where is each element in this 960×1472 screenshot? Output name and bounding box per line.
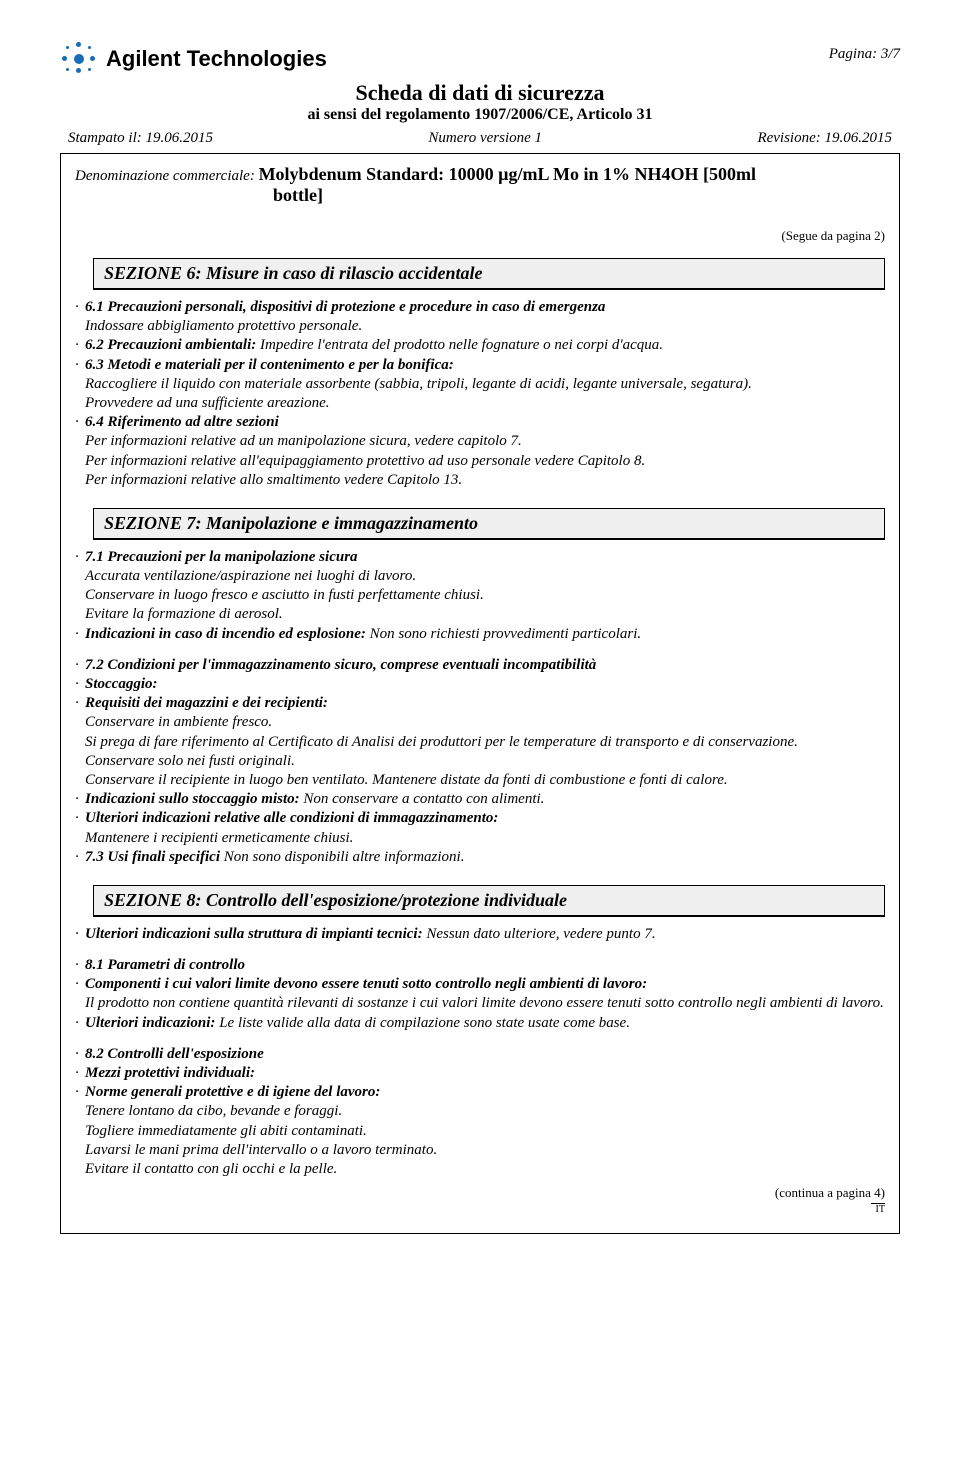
section-6-title: SEZIONE 6: Misure in caso di rilascio ac… bbox=[93, 258, 885, 290]
s8-mezzi-label: Mezzi protettivi individuali: bbox=[85, 1065, 255, 1081]
s8-comp-label: Componenti i cui valori limite devono es… bbox=[85, 976, 647, 992]
s8-norme-t2: Togliere immediatamente gli abiti contam… bbox=[85, 1122, 885, 1141]
s8-norme-t3: Lavarsi le mani prima dell'intervallo o … bbox=[85, 1141, 885, 1160]
s7-2-label: 7.2 Condizioni per l'immagazzinamento si… bbox=[85, 657, 596, 673]
s7-ult-text: Mantenere i recipienti ermeticamente chi… bbox=[85, 829, 885, 848]
s7-req-t2: Si prega di fare riferimento al Certific… bbox=[85, 733, 885, 752]
s7-misto-label: Indicazioni sullo stoccaggio misto: bbox=[85, 791, 300, 807]
section-6: SEZIONE 6: Misure in caso di rilascio ac… bbox=[75, 258, 885, 490]
s7-ult-label: Ulteriori indicazioni relative alle cond… bbox=[85, 810, 498, 826]
continued-from: (Segue da pagina 2) bbox=[75, 228, 885, 244]
s7-1-t3: Evitare la formazione di aerosol. bbox=[85, 605, 885, 624]
s7-1-label: 7.1 Precauzioni per la manipolazione sic… bbox=[85, 549, 358, 565]
s7-req-label: Requisiti dei magazzini e dei recipienti… bbox=[85, 695, 328, 711]
doc-title: Scheda di dati di sicurezza bbox=[60, 80, 900, 106]
product-name-row-2: bottle] bbox=[75, 185, 885, 206]
content-box: Denominazione commerciale: Molybdenum St… bbox=[60, 153, 900, 1234]
s7-req-t4: Conservare il recipiente in luogo ben ve… bbox=[85, 771, 885, 790]
s7-3-label: 7.3 Usi finali specifici bbox=[85, 849, 220, 865]
s7-3-text: Non sono disponibili altre informazioni. bbox=[224, 849, 465, 865]
section-8-body: · Ulteriori indicazioni sulla struttura … bbox=[75, 925, 885, 1179]
s6-4-t3: Per informazioni relative allo smaltimen… bbox=[85, 471, 885, 490]
company-name: Agilent Technologies bbox=[106, 46, 327, 72]
s6-3-label: 6.3 Metodi e materiali per il contenimen… bbox=[85, 357, 454, 373]
s7-req-t3: Conservare solo nei fusti originali. bbox=[85, 752, 885, 771]
s7-fire-text: Non sono richiesti provvedimenti partico… bbox=[370, 626, 642, 642]
s7-misto-text: Non conservare a contatto con alimenti. bbox=[303, 791, 544, 807]
s8-norme-t1: Tenere lontano da cibo, bevande e foragg… bbox=[85, 1102, 885, 1121]
section-8-title: SEZIONE 8: Controllo dell'esposizione/pr… bbox=[93, 885, 885, 917]
page-number: Pagina: 3/7 bbox=[829, 40, 900, 63]
logo-block: Agilent Technologies bbox=[60, 40, 327, 78]
print-date: Stampato il: 19.06.2015 bbox=[68, 130, 213, 147]
section-7-title: SEZIONE 7: Manipolazione e immagazziname… bbox=[93, 508, 885, 540]
s8-ult-label: Ulteriori indicazioni: bbox=[85, 1015, 215, 1031]
section-6-body: · 6.1 Precauzioni personali, dispositivi… bbox=[75, 298, 885, 490]
s7-req-t1: Conservare in ambiente fresco. bbox=[85, 713, 885, 732]
s7-1-t1: Accurata ventilazione/aspirazione nei lu… bbox=[85, 567, 885, 586]
s6-4-t1: Per informazioni relative ad un manipola… bbox=[85, 432, 885, 451]
s8-norme-label: Norme generali protettive e di igiene de… bbox=[85, 1084, 380, 1100]
doc-subtitle: ai sensi del regolamento 1907/2006/CE, A… bbox=[60, 106, 900, 124]
s8-1-label: 8.1 Parametri di controllo bbox=[85, 957, 245, 973]
s7-stoccaggio-label: Stoccaggio: bbox=[85, 676, 158, 692]
s6-4-label: 6.4 Riferimento ad altre sezioni bbox=[85, 414, 279, 430]
denom-label: Denominazione commerciale: bbox=[75, 168, 255, 184]
s6-3-t2: Provvedere ad una sufficiente areazione. bbox=[85, 394, 885, 413]
s7-fire-label: Indicazioni in caso di incendio ed esplo… bbox=[85, 626, 366, 642]
continues-to: (continua a pagina 4) bbox=[75, 1185, 885, 1201]
s8-ult-text: Le liste valide alla data di compilazion… bbox=[219, 1015, 630, 1031]
agilent-spark-icon bbox=[60, 40, 98, 78]
denom-value-2: bottle] bbox=[273, 185, 323, 205]
s8-imp-label: Ulteriori indicazioni sulla struttura di… bbox=[85, 926, 423, 942]
s6-4-t2: Per informazioni relative all'equipaggia… bbox=[85, 452, 885, 471]
title-block: Scheda di dati di sicurezza ai sensi del… bbox=[60, 80, 900, 124]
s6-3-t1: Raccogliere il liquido con materiale ass… bbox=[85, 375, 885, 394]
header-row: Agilent Technologies Pagina: 3/7 bbox=[60, 40, 900, 78]
s6-2-text: Impedire l'entrata del prodotto nelle fo… bbox=[260, 337, 663, 353]
s6-1-text: Indossare abbigliamento protettivo perso… bbox=[85, 317, 885, 336]
version-number: Numero versione 1 bbox=[428, 130, 542, 147]
s7-1-t2: Conservare in luogo fresco e asciutto in… bbox=[85, 586, 885, 605]
denom-value-1: Molybdenum Standard: 10000 µg/mL Mo in 1… bbox=[259, 164, 756, 184]
s8-comp-text: Il prodotto non contiene quantità rileva… bbox=[85, 994, 885, 1013]
s8-2-label: 8.2 Controlli dell'esposizione bbox=[85, 1046, 264, 1062]
lang-code: IT bbox=[871, 1203, 885, 1215]
s8-imp-text: Nessun dato ulteriore, vedere punto 7. bbox=[426, 926, 655, 942]
section-7: SEZIONE 7: Manipolazione e immagazziname… bbox=[75, 508, 885, 867]
meta-row: Stampato il: 19.06.2015 Numero versione … bbox=[60, 130, 900, 147]
section-7-body: · 7.1 Precauzioni per la manipolazione s… bbox=[75, 548, 885, 867]
product-name-row: Denominazione commerciale: Molybdenum St… bbox=[75, 164, 885, 185]
section-8: SEZIONE 8: Controllo dell'esposizione/pr… bbox=[75, 885, 885, 1179]
s6-1-label: 6.1 Precauzioni personali, dispositivi d… bbox=[85, 299, 605, 315]
s8-norme-t4: Evitare il contatto con gli occhi e la p… bbox=[85, 1160, 885, 1179]
s6-2-label: 6.2 Precauzioni ambientali: bbox=[85, 337, 256, 353]
revision-date: Revisione: 19.06.2015 bbox=[757, 130, 892, 147]
